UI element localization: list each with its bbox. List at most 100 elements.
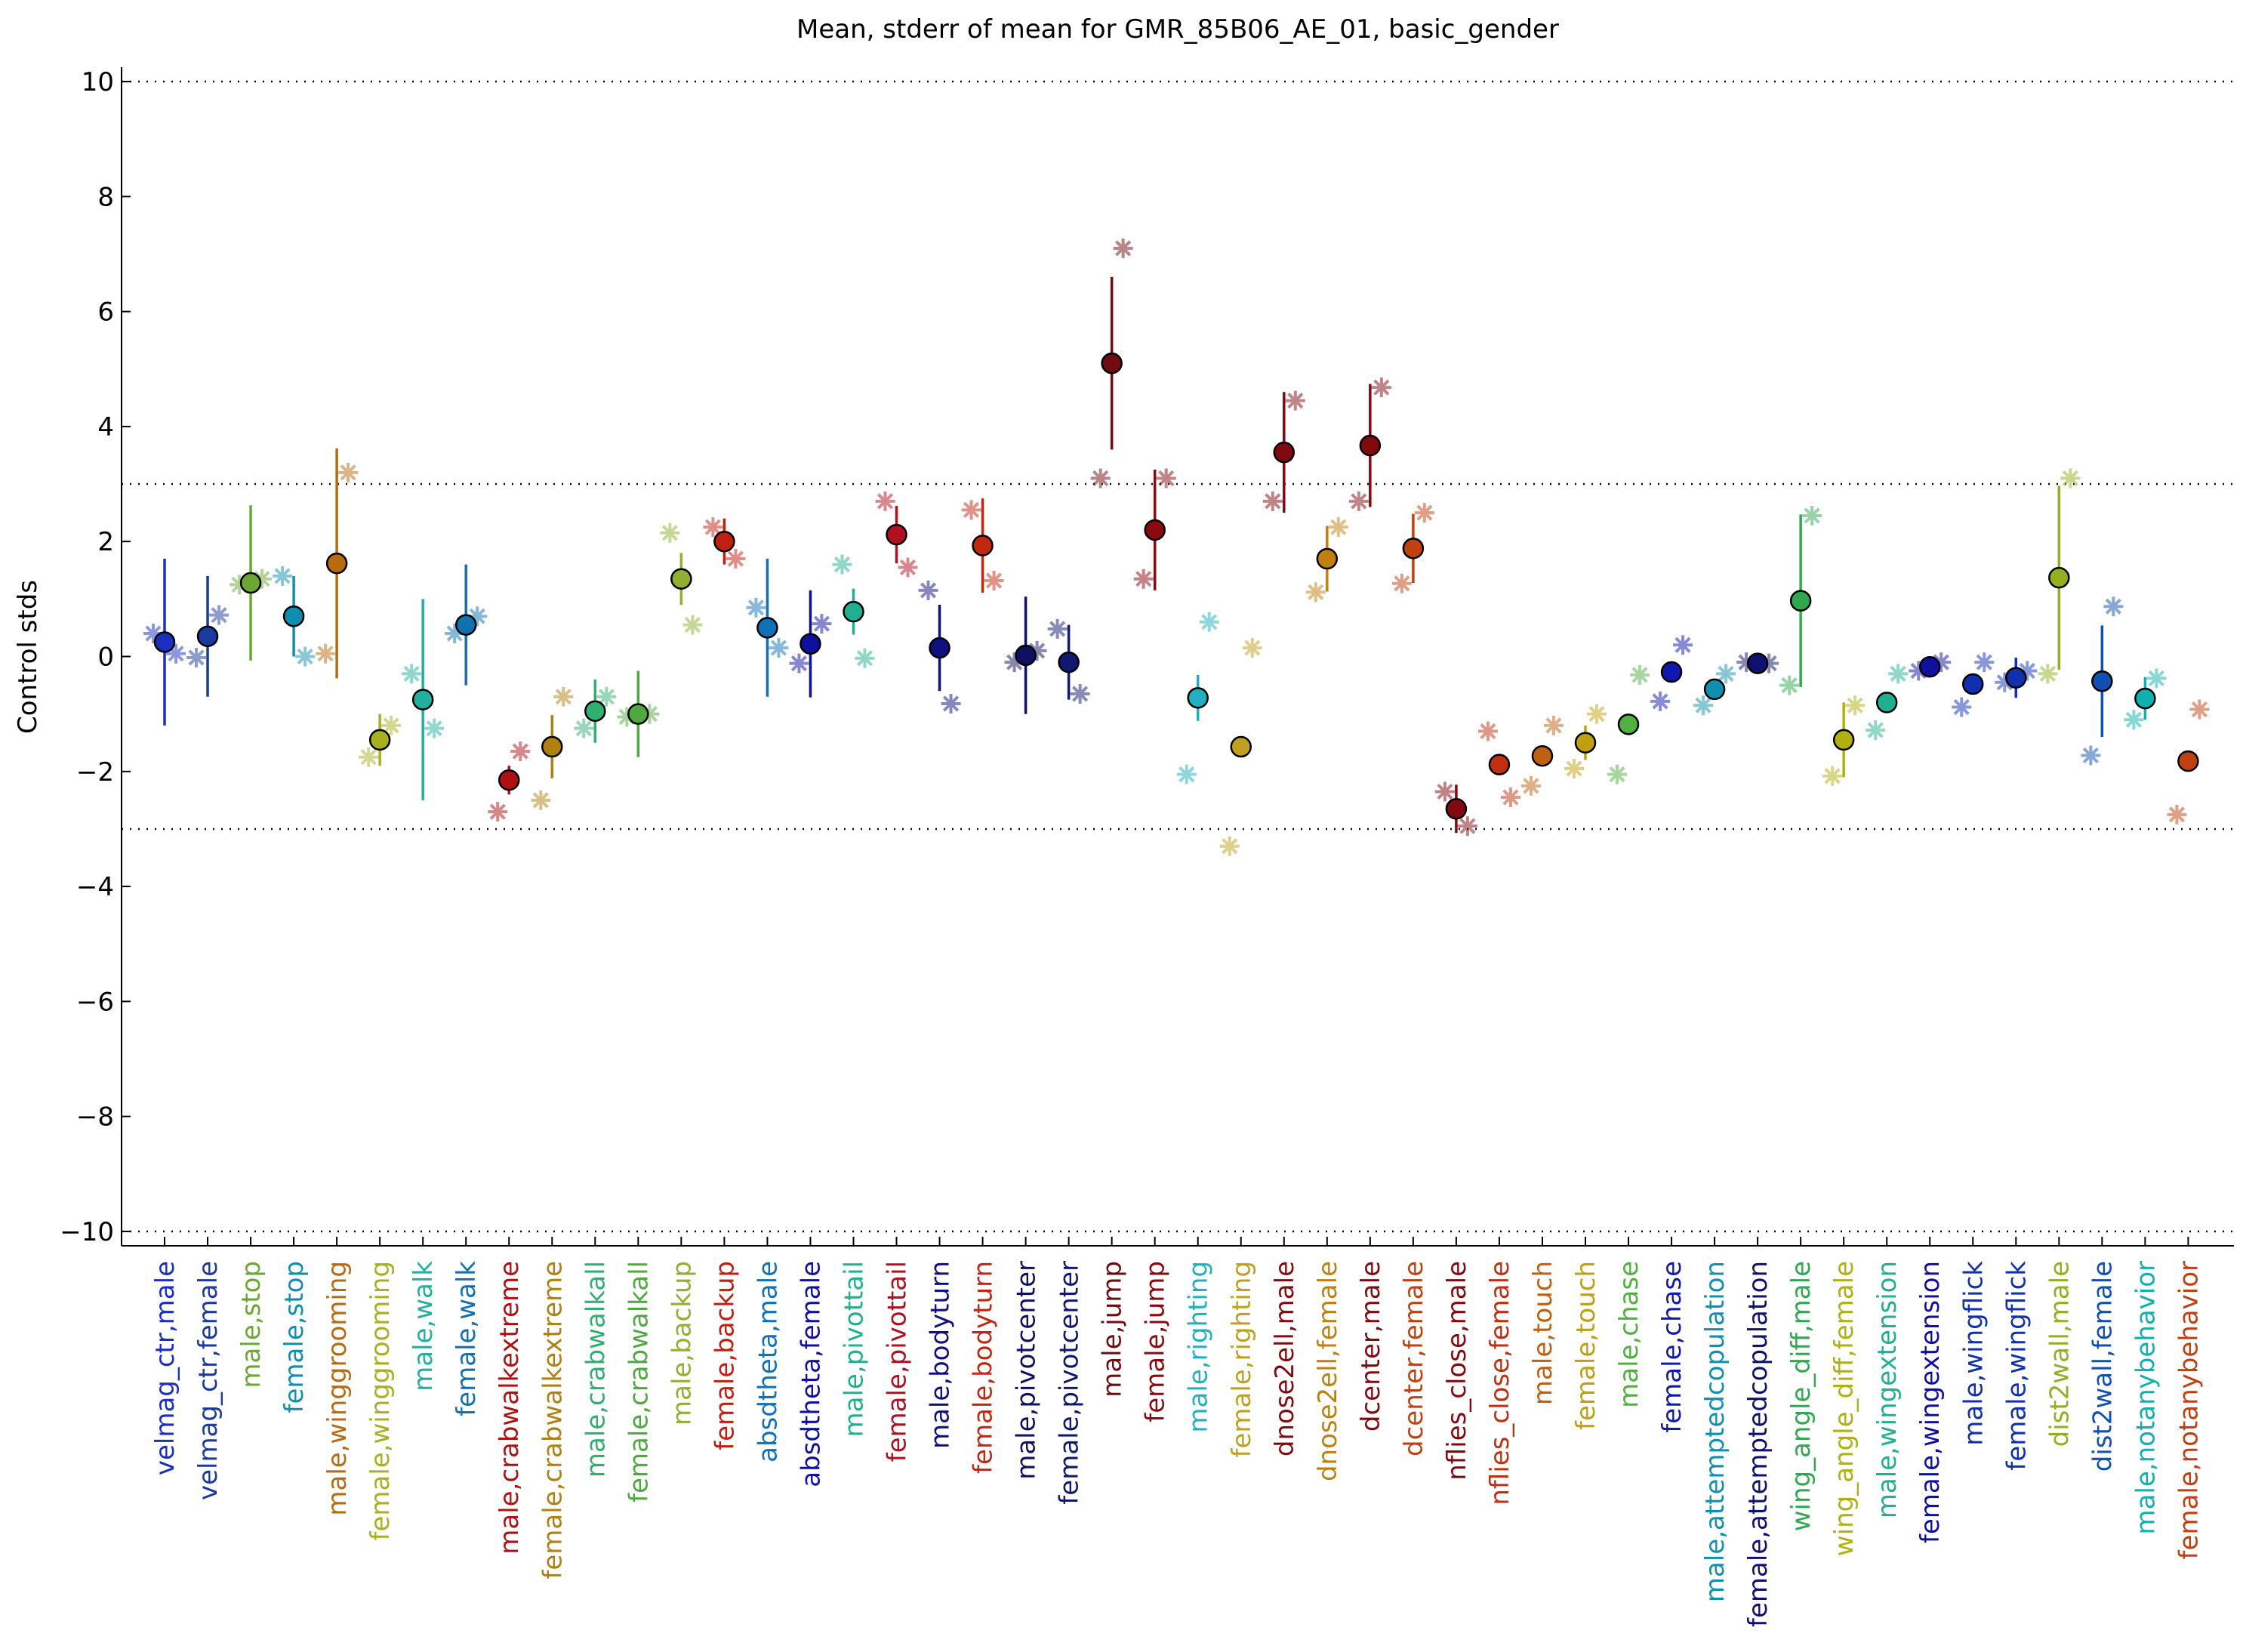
sub-point xyxy=(1113,238,1133,258)
x-tick-label: male,winggrooming xyxy=(322,1261,353,1516)
sub-point xyxy=(1716,664,1736,684)
mean-marker xyxy=(1445,798,1468,820)
x-tick-label: female,backup xyxy=(710,1261,740,1450)
mean-marker xyxy=(196,625,219,648)
x-tick-label: male,righting xyxy=(1184,1261,1214,1433)
sub-point xyxy=(488,802,508,822)
x-tick-label: dnose2ell,male xyxy=(1270,1261,1300,1456)
sub-point xyxy=(531,790,551,810)
x-tick-label: female,crabwalkall xyxy=(624,1261,654,1503)
x-tick-label: male,pivottail xyxy=(839,1261,869,1437)
sub-point xyxy=(1909,661,1929,681)
x-tick-label: absdtheta,female xyxy=(796,1261,826,1487)
mean-marker xyxy=(2134,687,2156,710)
sub-point xyxy=(1199,612,1219,632)
chart-title: Mean, stderr of mean for GMR_85B06_AE_01… xyxy=(796,14,1559,45)
x-tick-label: female,pivottail xyxy=(883,1261,913,1462)
sub-point xyxy=(2017,661,2038,681)
sub-point xyxy=(855,648,875,668)
sub-point xyxy=(961,500,981,520)
sub-point xyxy=(812,614,832,634)
sub-point xyxy=(832,554,852,575)
sub-point xyxy=(209,605,230,625)
sub-point xyxy=(1779,675,1800,695)
sub-point xyxy=(918,580,938,600)
y-tick-label: 8 xyxy=(97,182,114,212)
x-tick-label: wing_angle_diff,male xyxy=(1786,1261,1816,1531)
sub-point xyxy=(660,522,680,543)
x-tick-label: female,stop xyxy=(279,1261,310,1413)
sub-point xyxy=(726,549,746,569)
mean-marker xyxy=(1832,729,1855,751)
sub-point xyxy=(875,491,895,511)
sub-point xyxy=(424,718,445,738)
mean-marker xyxy=(1875,692,1898,714)
sub-point xyxy=(402,664,422,684)
mean-marker xyxy=(153,631,176,653)
mean-marker xyxy=(541,735,563,758)
sub-point xyxy=(2146,668,2167,689)
sub-point xyxy=(1543,715,1564,735)
x-tick-label: nflies_close,male xyxy=(1442,1261,1472,1481)
mean-marker xyxy=(282,605,305,627)
sub-point xyxy=(381,715,402,735)
sub-point xyxy=(1822,766,1843,786)
y-tick-label: −10 xyxy=(60,1217,114,1247)
mean-marker xyxy=(498,769,520,791)
sub-point xyxy=(703,517,723,538)
y-tick-label: −6 xyxy=(76,987,114,1017)
sub-point xyxy=(1995,672,2015,692)
x-tick-label: female,righting xyxy=(1227,1261,1257,1457)
mean-marker xyxy=(368,729,391,751)
sub-point xyxy=(2124,710,2144,730)
sub-point xyxy=(230,575,250,595)
sub-point xyxy=(273,566,293,586)
sub-point xyxy=(445,624,465,644)
mean-marker xyxy=(670,568,692,590)
sub-point xyxy=(941,693,961,714)
mean-marker xyxy=(800,633,821,655)
x-tick-label: male,touch xyxy=(1528,1261,1558,1405)
mean-marker xyxy=(1488,754,1511,775)
sub-point xyxy=(1219,836,1240,856)
sub-point xyxy=(898,557,918,578)
mean-marker xyxy=(1962,673,1984,695)
x-tick-label: female,winggrooming xyxy=(365,1261,396,1541)
sub-point xyxy=(1434,781,1455,802)
sub-point xyxy=(1931,652,1952,673)
sub-point xyxy=(2060,468,2081,489)
sub-point xyxy=(467,606,488,627)
y-tick-label: −2 xyxy=(76,757,114,787)
y-tick-label: −4 xyxy=(76,872,114,902)
sub-point xyxy=(186,648,207,668)
x-tick-label: dnose2ell,female xyxy=(1313,1261,1343,1481)
sub-point xyxy=(789,653,809,673)
x-tick-label: dcenter,male xyxy=(1356,1261,1386,1432)
mean-marker xyxy=(325,552,348,575)
x-tick-label: male,jump xyxy=(1098,1261,1128,1398)
sub-point xyxy=(1176,764,1197,784)
x-tick-label: velmag_ctr,female xyxy=(193,1261,223,1500)
x-tick-label: male,backup xyxy=(667,1261,697,1425)
x-tick-label: female,chase xyxy=(1657,1261,1687,1433)
sub-point xyxy=(2081,745,2101,766)
sub-point xyxy=(1262,491,1283,511)
mean-marker xyxy=(2048,566,2070,589)
sub-point xyxy=(316,643,336,664)
x-tick-label: female,attemptedcopulation xyxy=(1743,1261,1773,1627)
y-tick-label: 6 xyxy=(97,297,114,328)
mean-marker xyxy=(1316,547,1339,570)
sub-point xyxy=(143,624,163,644)
sub-point xyxy=(1391,573,1412,593)
sub-point xyxy=(1630,664,1650,685)
mean-marker xyxy=(1101,352,1123,374)
mean-marker xyxy=(627,703,649,725)
sub-point xyxy=(1736,652,1757,673)
y-axis-label: Control stds xyxy=(13,580,43,734)
x-tick-label: female,touch xyxy=(1571,1261,1601,1430)
x-tick-label: male,crabwalkextreme xyxy=(494,1261,525,1555)
y-tick-label: 2 xyxy=(97,527,114,557)
x-tick-label: female,crabwalkextreme xyxy=(538,1261,568,1580)
sub-point xyxy=(1090,468,1111,489)
